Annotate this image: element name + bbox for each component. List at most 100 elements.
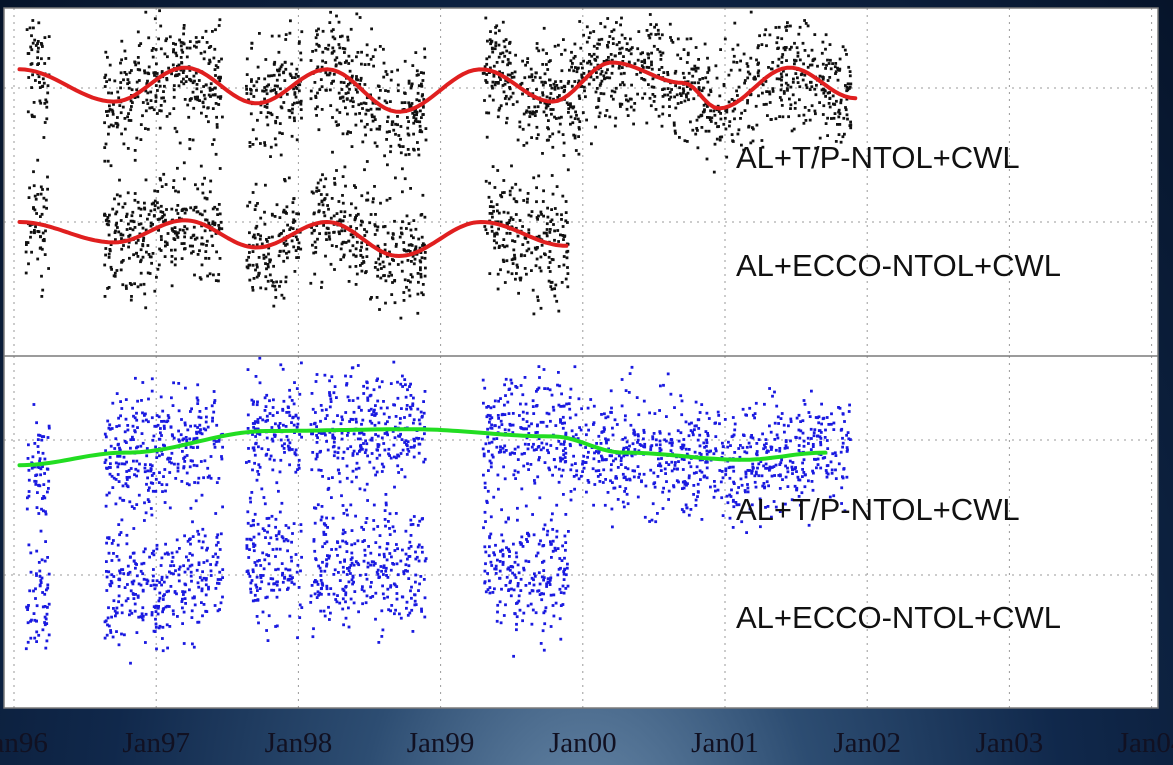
data-point — [386, 89, 390, 93]
data-point — [401, 385, 404, 388]
data-point — [187, 115, 191, 119]
data-point — [386, 163, 389, 167]
data-point — [502, 191, 506, 194]
data-point — [511, 262, 515, 265]
data-point — [354, 417, 358, 421]
data-point — [193, 44, 196, 48]
data-point — [585, 40, 589, 44]
data-point — [694, 504, 698, 507]
data-point — [340, 415, 344, 419]
data-point — [27, 443, 30, 447]
data-point — [799, 429, 803, 433]
data-point — [687, 98, 690, 102]
data-point — [175, 208, 178, 212]
data-point — [175, 74, 179, 77]
data-point — [592, 30, 596, 33]
data-point — [390, 123, 394, 126]
data-point — [555, 84, 559, 87]
data-point — [219, 601, 223, 605]
data-point — [639, 52, 643, 56]
data-point — [103, 146, 107, 149]
data-point — [539, 210, 543, 214]
data-point — [245, 84, 248, 88]
data-point — [325, 414, 329, 417]
data-point — [208, 60, 212, 64]
data-point — [42, 196, 46, 200]
data-point — [618, 102, 622, 106]
data-point — [733, 451, 737, 454]
data-point — [176, 64, 179, 68]
data-point — [158, 624, 162, 628]
data-point — [128, 500, 132, 504]
data-point — [266, 418, 269, 422]
data-point — [168, 460, 171, 464]
data-point — [339, 258, 343, 261]
data-point — [697, 427, 701, 430]
data-point — [202, 427, 206, 431]
data-point — [549, 285, 553, 288]
data-point — [746, 483, 749, 486]
data-point — [417, 99, 421, 103]
data-point — [551, 145, 555, 149]
data-point — [623, 37, 627, 40]
data-point — [501, 84, 505, 87]
data-point — [673, 95, 676, 99]
data-point — [657, 464, 660, 467]
data-point — [171, 228, 174, 232]
data-point — [282, 249, 286, 253]
data-point — [282, 229, 285, 233]
data-point — [107, 606, 110, 610]
data-point — [173, 126, 177, 130]
data-point — [39, 246, 43, 250]
data-point — [827, 62, 831, 65]
data-point — [292, 402, 296, 406]
data-point — [674, 461, 677, 464]
data-point — [326, 47, 330, 51]
data-point — [521, 243, 525, 246]
data-point — [370, 413, 374, 416]
data-point — [198, 212, 202, 216]
data-point — [415, 120, 419, 123]
data-point — [174, 569, 177, 573]
data-point — [254, 226, 258, 230]
data-point — [213, 401, 216, 405]
data-point — [832, 494, 836, 498]
data-point — [547, 412, 551, 416]
data-point — [754, 472, 758, 476]
data-point — [360, 431, 364, 435]
data-point — [417, 418, 421, 422]
data-point — [745, 531, 748, 534]
data-point — [137, 493, 141, 497]
data-point — [264, 255, 268, 259]
data-point — [359, 443, 363, 447]
data-point — [788, 459, 792, 463]
data-point — [411, 111, 415, 115]
data-point — [107, 624, 111, 628]
data-point — [729, 444, 732, 447]
data-point — [610, 71, 614, 75]
data-point — [283, 79, 287, 82]
data-point — [314, 411, 317, 414]
data-point — [546, 206, 549, 210]
data-point — [547, 60, 551, 64]
data-point — [263, 77, 267, 81]
data-point — [170, 451, 174, 455]
data-point — [770, 445, 774, 449]
data-point — [343, 215, 346, 218]
data-point — [839, 450, 843, 454]
data-point — [125, 533, 129, 537]
data-point — [575, 113, 578, 117]
data-point — [139, 258, 143, 262]
data-point — [265, 115, 269, 119]
data-point — [194, 97, 198, 101]
data-point — [531, 112, 535, 116]
data-point — [348, 81, 352, 85]
data-point — [205, 239, 209, 243]
data-point — [186, 567, 190, 571]
data-point — [679, 92, 682, 96]
data-point — [248, 251, 251, 254]
data-point — [103, 432, 107, 436]
data-point — [784, 475, 788, 479]
data-point — [684, 420, 688, 424]
data-point — [288, 463, 291, 467]
